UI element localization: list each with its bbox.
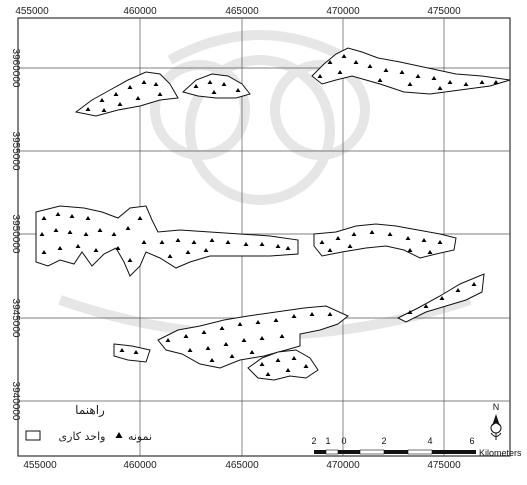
x-tick-label: 470000 [326,6,360,17]
work-unit-polygon [157,305,349,369]
x-tick-label: 465000 [225,460,259,471]
north-arrow-icon: N [490,402,502,440]
scale-label: 1 [325,436,330,446]
work-unit-polygon [313,223,457,259]
scale-label: 2 [311,436,316,446]
work-unit-polygon [247,349,319,381]
legend: راهنما واحد کاری نمونه [25,403,152,443]
y-ticks: 3960000 3955000 3950000 3945000 3940000 [10,49,21,421]
x-ticks-bottom: 455000 460000 465000 470000 475000 [23,460,461,471]
x-tick-label: 475000 [427,460,461,471]
scale-label: 0 [341,436,346,446]
y-tick-label: 3940000 [10,382,21,421]
work-unit-polygon [181,73,251,99]
x-tick-label: 465000 [225,6,259,17]
x-ticks-top: 455000 460000 465000 470000 475000 [15,6,461,17]
legend-unit-label: واحد کاری [59,430,106,443]
work-unit-polygon [311,47,511,95]
legend-title: راهنما [75,403,105,418]
y-tick-label: 3960000 [10,49,21,88]
scale-bar: 2 1 0 2 4 6 Kilometers [311,436,522,458]
work-unit-polygon [74,71,179,117]
x-tick-label: 455000 [15,6,49,17]
map-frame [17,17,511,457]
y-tick-label: 3950000 [10,215,21,254]
x-tick-label: 460000 [123,460,157,471]
scale-label: 4 [427,436,432,446]
x-tick-label: 455000 [23,460,57,471]
x-tick-label: 460000 [123,6,157,17]
sample-points [39,54,499,376]
y-tick-label: 3955000 [10,132,21,171]
x-tick-label: 475000 [427,6,461,17]
legend-unit-swatch [25,430,41,441]
work-unit-polygon [35,205,299,277]
work-unit-polygon [113,343,151,363]
legend-sample-icon [115,432,123,438]
legend-sample-label: نمونه [128,430,152,443]
north-label: N [493,402,500,412]
work-units [35,47,511,381]
y-tick-label: 3945000 [10,299,21,338]
scale-unit: Kilometers [479,448,522,458]
x-tick-label: 470000 [326,460,360,471]
scale-label: 6 [469,436,474,446]
scale-label: 2 [381,436,386,446]
